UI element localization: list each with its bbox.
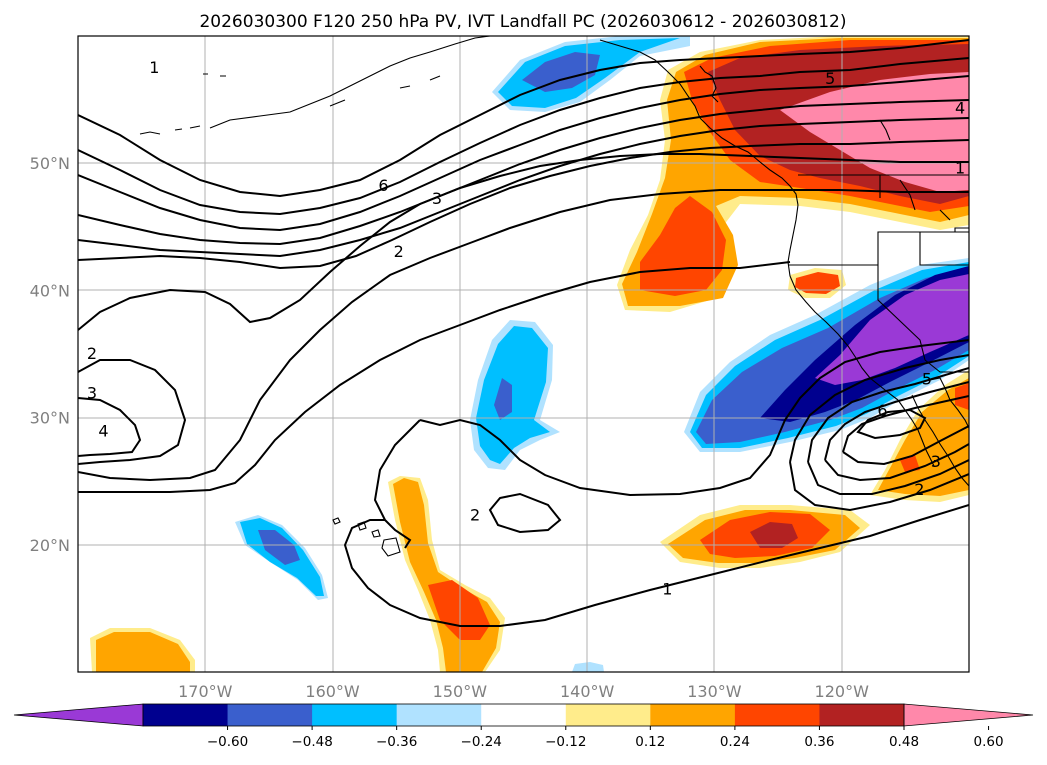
lat-tick-label: 50°N (30, 154, 70, 173)
contour-label: 3 (432, 189, 442, 208)
colorbar-segment (227, 704, 313, 726)
lon-tick-label: 140°W (560, 682, 615, 701)
colorbar-segment (143, 704, 229, 726)
gulf-alaska-negative-blue (522, 52, 600, 92)
colorbar-tick-label: 0.60 (974, 734, 1004, 750)
sw-corner-positive-orange (96, 632, 190, 672)
contour-label: 6 (877, 401, 887, 420)
bc-coast (699, 117, 799, 206)
colorbar-tick-label: 0.48 (889, 734, 919, 750)
lat-tick-label: 30°N (30, 409, 70, 428)
latitude-tick-labels: 20°N 30°N 40°N 50°N (30, 154, 70, 555)
contour-label: 5 (922, 369, 932, 388)
colorbar-tick-label: 0.12 (635, 734, 665, 750)
pv-contours (78, 39, 969, 627)
contour-1-south (343, 504, 969, 627)
lon-tick-label: 150°W (433, 682, 488, 701)
colorbar-tick-label: −0.36 (376, 734, 417, 750)
central-pacific-negative-blue (494, 378, 512, 420)
colorbar-tick-label: −0.12 (545, 734, 586, 750)
contour-label: 2 (394, 242, 404, 261)
map-title: 2026030300 F120 250 hPa PV, IVT Landfall… (199, 12, 846, 32)
contour-label: 2 (87, 344, 97, 363)
colorbar-segment (734, 704, 820, 726)
contour-label: 5 (825, 69, 835, 88)
baja-coast (897, 394, 969, 487)
colorbar-segment (396, 704, 482, 726)
lon-tick-label: 130°W (687, 682, 742, 701)
subtropical-positive-darkred (750, 522, 798, 548)
colorbar-tick-label: −0.48 (291, 734, 332, 750)
contour-2-small-loop (488, 492, 562, 534)
negative-pv-anomaly-shading (235, 36, 969, 672)
colorbar-segment (819, 704, 905, 726)
colorbar-tick-label: −0.24 (461, 734, 502, 750)
lat-tick-label: 20°N (30, 536, 70, 555)
contour-label: 4 (955, 99, 965, 118)
contour-label: 4 (98, 422, 108, 441)
coastlines (139, 36, 969, 557)
contour-label: 2 (470, 506, 480, 525)
colorbar-segment (565, 704, 651, 726)
contour-2-loop (419, 339, 969, 497)
contour-label: 3 (931, 452, 941, 471)
contour-label: 1 (662, 579, 672, 598)
bottom-negative-blob (572, 662, 604, 672)
lat-tick-label: 40°N (30, 281, 70, 300)
colorbar-segment (481, 704, 567, 726)
alaska-coast (209, 36, 491, 129)
mexico-positive-red (955, 383, 969, 410)
contour-1-north (78, 39, 969, 198)
west-pacific-negative-blue (258, 530, 300, 565)
ncal-positive-blob-inner (795, 272, 840, 294)
colorbar-tick-label: 0.24 (720, 734, 750, 750)
us-states (788, 175, 969, 373)
us-west-coast (787, 204, 899, 401)
colorbar-segment (650, 704, 736, 726)
colorbar-extend-high (903, 703, 1034, 727)
colorbar: −0.60 −0.48 −0.36 −0.24 −0.12 0.12 0.24 0.36 0.4… (13, 703, 1034, 750)
contour-label: 1 (955, 158, 965, 177)
contour-label: 6 (378, 176, 388, 195)
longitude-tick-labels: 170°W 160°W 150°W 140°W 130°W 120°W (178, 682, 869, 701)
contour-label: 3 (87, 383, 97, 402)
lon-tick-label: 170°W (178, 682, 233, 701)
mexico-positive-orange (878, 378, 969, 496)
colorbar-tick-label: 0.36 (804, 734, 834, 750)
mexico-positive-red-2 (900, 455, 920, 472)
lon-tick-label: 120°W (815, 682, 870, 701)
colorbar-extend-low (13, 703, 144, 727)
colorbar-frame (142, 703, 905, 727)
lon-tick-label: 160°W (305, 682, 360, 701)
colorbar-tick-label: −0.60 (207, 734, 248, 750)
cutoff-negative-purple (815, 274, 969, 385)
colorbar-segment (312, 704, 398, 726)
contour-label: 1 (149, 58, 159, 77)
central-pacific-negative-light (476, 326, 550, 464)
contour-label: 2 (914, 480, 924, 499)
alaska-coast-east (599, 39, 701, 119)
map-frame (77, 35, 970, 673)
hawaii-islands (332, 517, 401, 557)
